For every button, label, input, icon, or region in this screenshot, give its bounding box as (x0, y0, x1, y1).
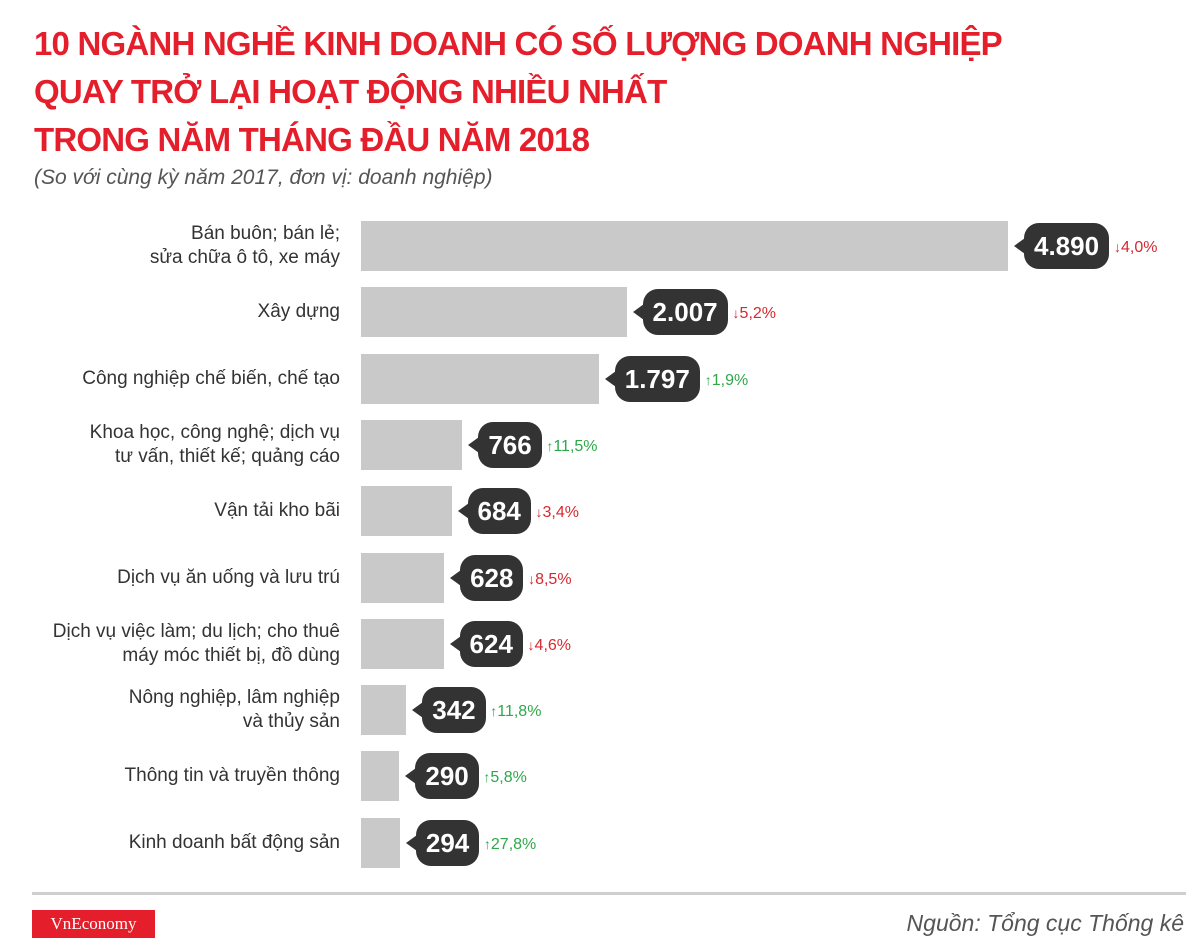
bar (361, 817, 400, 868)
category-label-line: Dịch vụ việc làm; du lịch; cho thuê (52, 620, 340, 642)
source-note: Nguồn: Tổng cục Thống kê (906, 910, 1184, 936)
change-value: 8,5% (535, 570, 572, 588)
change-value: 4,6% (534, 636, 572, 654)
arrow-down-icon: ↓ (732, 305, 740, 322)
bar (361, 486, 452, 537)
change-label: ↓4,0% (1114, 239, 1157, 257)
category-label: Dịch vụ việc làm; du lịch; cho thuê máy m… (53, 620, 340, 668)
arrow-down-icon: ↓ (528, 570, 536, 587)
value-label: 290 (405, 753, 479, 800)
change-label: ↑11,8% (490, 703, 541, 721)
category-label-line: Xây dựng (257, 301, 340, 323)
value-label: 2.007 (632, 289, 728, 336)
title-line-2: QUAY TRỞ LẠI HOẠT ĐỘNG NHIỀU NHẤT (34, 73, 667, 110)
value-label: 766 (468, 421, 542, 468)
bar (361, 353, 599, 404)
title-line-3: TRONG NĂM THÁNG ĐẦU NĂM 2018 (34, 121, 590, 158)
bar (361, 287, 627, 338)
arrow-up-icon: ↑ (704, 371, 712, 388)
bar (361, 419, 463, 470)
category-label: Khoa học, công nghệ; dịch vụ tư vấn, thiế… (90, 421, 340, 469)
category-label-line: tư vấn, thiết kế; quảng cáo (114, 445, 340, 467)
category-label-line: Công nghiệp chế biến, chế tạo (82, 367, 340, 389)
change-value: 1,9% (711, 371, 749, 389)
value-label: 4.890 (1013, 223, 1110, 269)
category-label-line: Khoa học, công nghệ; dịch vụ (89, 421, 340, 443)
footer-divider (32, 892, 1186, 895)
bar (361, 221, 1008, 271)
change-label: ↓5,2% (733, 305, 776, 323)
change-label: ↓4,6% (528, 637, 571, 655)
category-label: Bán buôn; bán lẻ; sửa chữa ô tô, xe máy (150, 222, 340, 270)
value-label: 684 (457, 488, 531, 535)
change-value: 11,8% (497, 702, 542, 720)
category-label: Xây dựng (258, 300, 340, 324)
category-label-line: Dịch vụ ăn uống và lưu trú (117, 566, 340, 588)
category-label: Thông tin và truyền thông (125, 764, 340, 788)
change-value: 27,8% (490, 835, 537, 853)
change-value: 11,5% (553, 437, 598, 455)
change-value: 5,8% (490, 769, 527, 787)
change-value: 4,0% (1121, 238, 1158, 256)
change-value: 5,2% (739, 305, 777, 323)
arrow-up-icon: ↑ (483, 835, 491, 852)
category-label-line: Thông tin và truyền thông (124, 765, 340, 787)
arrow-down-icon: ↓ (1114, 238, 1121, 255)
category-label: Kinh doanh bất động sản (129, 831, 340, 855)
chart-title: 10 NGÀNH NGHỀ KINH DOANH CÓ SỐ LƯỢNG DOA… (34, 20, 1164, 164)
change-label: ↑27,8% (484, 835, 536, 853)
category-label-line: Kinh doanh bất động sản (128, 831, 340, 853)
category-label-line: Bán buôn; bán lẻ; (191, 223, 340, 244)
category-label-line: Nông nghiệp, lâm nghiệp (128, 687, 340, 709)
category-label-line: và thủy sản (242, 711, 340, 733)
value-label: 1.797 (604, 355, 700, 402)
value-label: 294 (405, 819, 480, 866)
chart-subtitle: (So với cùng kỳ năm 2017, đơn vị: doanh … (34, 166, 493, 189)
arrow-down-icon: ↓ (535, 503, 543, 520)
change-label: ↑5,8% (483, 769, 526, 787)
arrow-up-icon: ↑ (490, 702, 498, 719)
category-label-line: sửa chữa ô tô, xe máy (149, 247, 340, 268)
category-label: Vận tải kho bãi (214, 499, 340, 523)
category-label-line: Vận tải kho bãi (214, 500, 340, 522)
bar (361, 552, 445, 603)
vneconomy-logo: VnEconomy (32, 910, 155, 938)
category-label-line: máy móc thiết bị, đồ dùng (122, 644, 340, 666)
category-label: Công nghiệp chế biến, chế tạo (82, 367, 340, 391)
title-line-1: 10 NGÀNH NGHỀ KINH DOANH CÓ SỐ LƯỢNG DOA… (34, 25, 1003, 62)
arrow-up-icon: ↑ (546, 437, 554, 454)
arrow-up-icon: ↑ (483, 769, 491, 786)
bar (361, 685, 407, 736)
change-label: ↓8,5% (528, 570, 571, 588)
bar (361, 751, 400, 802)
bar (361, 618, 444, 669)
value-label: 342 (412, 687, 486, 734)
value-label: 624 (449, 620, 523, 667)
change-label: ↑11,5% (546, 438, 597, 456)
category-label: Nông nghiệp, lâm nghiệp và thủy sản (129, 686, 340, 734)
change-label: ↓3,4% (536, 504, 579, 522)
change-label: ↑1,9% (705, 371, 748, 389)
value-label: 628 (450, 554, 524, 601)
change-value: 3,4% (542, 503, 579, 521)
arrow-down-icon: ↓ (527, 636, 535, 653)
category-label: Dịch vụ ăn uống và lưu trú (117, 566, 340, 590)
